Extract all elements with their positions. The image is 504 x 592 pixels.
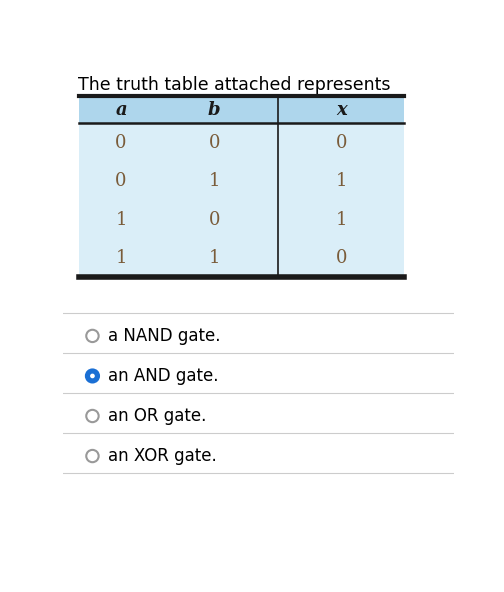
Text: 0: 0 (208, 134, 220, 152)
Text: an AND gate.: an AND gate. (108, 367, 218, 385)
Text: 0: 0 (115, 172, 127, 190)
Text: 0: 0 (115, 134, 127, 152)
Text: 1: 1 (336, 211, 348, 229)
Text: b: b (208, 101, 220, 118)
Text: a NAND gate.: a NAND gate. (108, 327, 220, 345)
Text: 0: 0 (336, 134, 348, 152)
Circle shape (86, 410, 99, 422)
Text: 1: 1 (208, 249, 220, 267)
Circle shape (86, 450, 99, 462)
Bar (79, 123, 404, 278)
Text: 0: 0 (208, 211, 220, 229)
Text: 1: 1 (115, 249, 127, 267)
Text: The truth table attached represents: The truth table attached represents (79, 76, 391, 95)
Text: 1: 1 (208, 172, 220, 190)
Text: 1: 1 (115, 211, 127, 229)
Text: 1: 1 (336, 172, 348, 190)
Text: 0: 0 (336, 249, 348, 267)
Text: an OR gate.: an OR gate. (108, 407, 206, 425)
Bar (79, 96, 404, 123)
Text: an XOR gate.: an XOR gate. (108, 447, 217, 465)
Text: x: x (337, 101, 347, 118)
Circle shape (90, 374, 95, 378)
Circle shape (86, 370, 99, 382)
Circle shape (86, 330, 99, 342)
Text: a: a (115, 101, 127, 118)
